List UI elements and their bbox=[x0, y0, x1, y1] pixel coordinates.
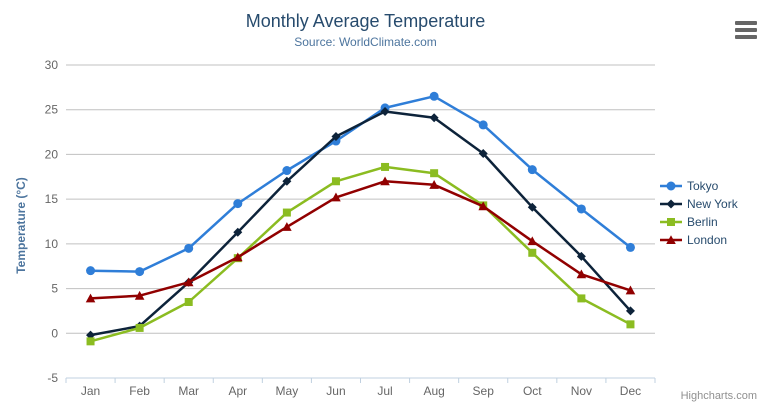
legend-item-tokyo[interactable]: Tokyo bbox=[660, 177, 738, 195]
y-axis-label: 15 bbox=[45, 192, 59, 206]
marker-berlin[interactable] bbox=[577, 294, 586, 303]
series-line-new-york bbox=[89, 110, 632, 337]
legend-circle-icon bbox=[660, 181, 682, 191]
marker-berlin bbox=[667, 218, 675, 226]
marker-new-york[interactable] bbox=[86, 330, 96, 340]
marker-new-york[interactable] bbox=[380, 107, 390, 117]
marker-tokyo bbox=[666, 181, 676, 191]
hamburger-bar bbox=[735, 28, 757, 32]
x-axis-label: Dec bbox=[620, 384, 641, 398]
marker-london[interactable] bbox=[625, 285, 636, 295]
hamburger-bar bbox=[735, 35, 757, 39]
y-axis-title: Temperature (°C) bbox=[14, 177, 28, 274]
marker-tokyo[interactable] bbox=[282, 166, 292, 176]
marker-tokyo[interactable] bbox=[86, 266, 96, 276]
legend-item-london[interactable]: London bbox=[660, 231, 738, 249]
legend-label: London bbox=[687, 233, 728, 247]
marker-berlin[interactable] bbox=[331, 177, 340, 186]
legend: Tokyo New York Berlin London bbox=[660, 177, 738, 249]
y-axis-label: 30 bbox=[45, 58, 59, 72]
legend-triangle-icon bbox=[660, 235, 682, 244]
credits-link[interactable]: Highcharts.com bbox=[680, 390, 757, 402]
legend-label: Tokyo bbox=[687, 179, 719, 193]
marker-new-york bbox=[666, 199, 676, 209]
y-axis-label: -5 bbox=[47, 371, 58, 385]
marker-tokyo[interactable] bbox=[478, 120, 488, 130]
y-axis-label: 10 bbox=[45, 237, 59, 251]
marker-tokyo[interactable] bbox=[576, 204, 586, 214]
context-menu-button[interactable] bbox=[735, 21, 757, 39]
legend-item-berlin[interactable]: Berlin bbox=[660, 213, 738, 231]
marker-london[interactable] bbox=[380, 176, 390, 186]
chart-subtitle: Source: WorldClimate.com bbox=[294, 35, 437, 49]
marker-berlin[interactable] bbox=[626, 320, 635, 329]
marker-tokyo[interactable] bbox=[429, 91, 439, 101]
marker-london[interactable] bbox=[85, 293, 96, 303]
legend-item-new-york[interactable]: New York bbox=[660, 195, 738, 213]
marker-berlin[interactable] bbox=[381, 162, 390, 171]
marker-berlin[interactable] bbox=[86, 337, 95, 346]
x-axis-label: Apr bbox=[228, 384, 247, 398]
x-axis-label: May bbox=[276, 384, 299, 398]
marker-tokyo[interactable] bbox=[527, 165, 537, 175]
marker-berlin[interactable] bbox=[528, 248, 537, 257]
marker-new-york[interactable] bbox=[282, 176, 292, 186]
marker-london[interactable] bbox=[527, 236, 538, 246]
marker-london[interactable] bbox=[478, 201, 489, 211]
hamburger-icon bbox=[735, 21, 757, 39]
y-axis-label: 0 bbox=[51, 326, 58, 340]
x-axis-label: Jan bbox=[81, 384, 100, 398]
series-line-london bbox=[89, 180, 632, 300]
marker-berlin[interactable] bbox=[184, 297, 193, 306]
marker-london[interactable] bbox=[232, 252, 243, 262]
marker-london[interactable] bbox=[576, 269, 587, 279]
legend-label: Berlin bbox=[687, 215, 718, 229]
marker-berlin[interactable] bbox=[135, 323, 144, 332]
y-axis-label: 20 bbox=[45, 147, 59, 161]
marker-new-york[interactable] bbox=[625, 306, 635, 316]
x-axis-label: Jul bbox=[377, 384, 392, 398]
marker-london bbox=[666, 235, 676, 244]
marker-london[interactable] bbox=[282, 222, 292, 231]
legend-square-icon bbox=[660, 218, 682, 226]
marker-tokyo[interactable] bbox=[625, 242, 635, 252]
marker-berlin[interactable] bbox=[430, 169, 439, 178]
y-axis-label: 25 bbox=[45, 103, 59, 117]
marker-new-york[interactable] bbox=[478, 149, 488, 159]
series-london bbox=[85, 176, 636, 303]
x-axis-label: Nov bbox=[571, 384, 592, 398]
marker-london[interactable] bbox=[134, 290, 145, 300]
marker-new-york[interactable] bbox=[233, 227, 243, 237]
marker-new-york[interactable] bbox=[429, 113, 439, 123]
marker-new-york[interactable] bbox=[576, 251, 586, 261]
x-axis-label: Mar bbox=[178, 384, 199, 398]
y-axis-label: 5 bbox=[51, 282, 58, 296]
chart-title: Monthly Average Temperature bbox=[245, 11, 486, 31]
marker-new-york[interactable] bbox=[331, 132, 341, 142]
marker-tokyo[interactable] bbox=[184, 243, 194, 253]
marker-tokyo[interactable] bbox=[233, 199, 243, 209]
marker-london[interactable] bbox=[429, 180, 439, 189]
x-axis-label: Jun bbox=[326, 384, 345, 398]
legend-label: New York bbox=[687, 197, 738, 211]
x-axis-label: Aug bbox=[423, 384, 444, 398]
marker-london[interactable] bbox=[331, 192, 341, 202]
series-line-tokyo bbox=[89, 95, 632, 273]
marker-london[interactable] bbox=[183, 277, 194, 287]
series-line-berlin bbox=[89, 165, 632, 343]
x-axis-label: Feb bbox=[129, 384, 150, 398]
marker-tokyo[interactable] bbox=[135, 267, 145, 277]
series-tokyo bbox=[86, 91, 635, 277]
x-axis-label: Sep bbox=[473, 384, 495, 398]
hamburger-bar bbox=[735, 21, 757, 25]
legend-diamond-icon bbox=[660, 199, 682, 209]
marker-new-york[interactable] bbox=[527, 202, 537, 212]
series-new-york bbox=[86, 107, 635, 340]
x-axis-label: Oct bbox=[523, 384, 542, 398]
marker-berlin[interactable] bbox=[282, 208, 291, 217]
